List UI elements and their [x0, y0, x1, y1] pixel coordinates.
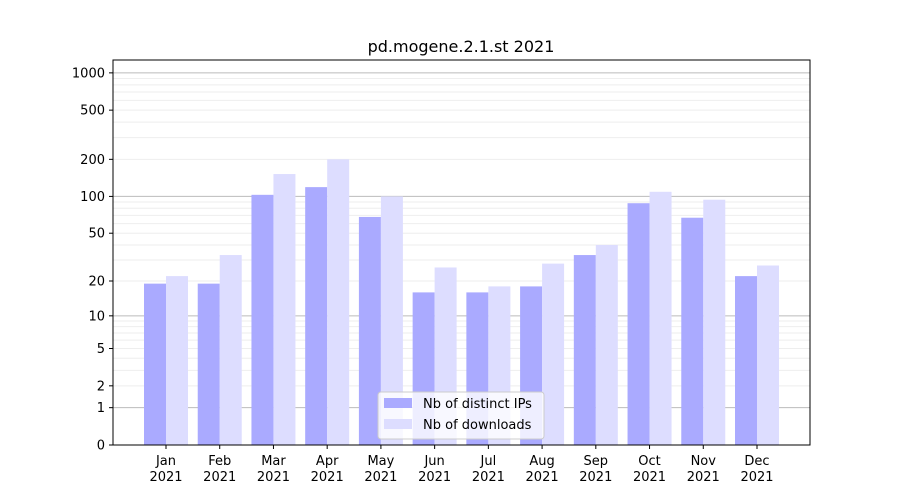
legend-swatch-downloads [384, 419, 412, 429]
bar-downloads [219, 255, 242, 445]
bar-downloads [757, 265, 779, 445]
bar-distinct-ips [197, 283, 220, 445]
x-tick-label: Aug 2021 [526, 454, 559, 485]
x-tick-label: Dec 2021 [740, 454, 773, 485]
x-tick-label: Jul 2021 [472, 454, 505, 485]
y-tick-label: 0 [97, 439, 105, 454]
bar-downloads [595, 244, 618, 445]
bar-downloads [380, 196, 403, 445]
y-tick-label: 1000 [72, 66, 105, 81]
x-tick-label: Jan 2021 [149, 454, 182, 485]
bar-distinct-ips [681, 217, 704, 445]
x-tick-label: May 2021 [364, 454, 397, 485]
bar-distinct-ips [358, 216, 381, 445]
bar-downloads [703, 199, 726, 445]
y-tick-label: 50 [88, 227, 105, 242]
x-tick-label: Feb 2021 [203, 454, 236, 485]
x-tick-label: Nov 2021 [687, 454, 720, 485]
bar-distinct-ips [627, 203, 650, 445]
bars [144, 159, 779, 446]
bar-downloads [649, 191, 672, 445]
bar-downloads [273, 174, 296, 445]
bar-distinct-ips [144, 283, 166, 445]
y-tick-label: 500 [80, 104, 105, 119]
y-tick-label: 100 [80, 190, 105, 205]
legend: Nb of distinct IPs Nb of downloads [377, 391, 545, 440]
x-tick-label: Apr 2021 [311, 454, 344, 485]
legend-swatch-ips [384, 398, 412, 408]
y-tick-label: 200 [80, 153, 105, 168]
bar-distinct-ips [573, 255, 596, 445]
bar-downloads [327, 159, 350, 446]
y-axis: 0 1 2 5 10 20 50 100 200 500 1000 [72, 66, 113, 454]
x-tick-label: Mar 2021 [257, 454, 290, 485]
plot-frame [112, 59, 811, 446]
y-tick-label: 10 [88, 309, 105, 324]
bar-distinct-ips [305, 187, 328, 445]
legend-label-downloads: Nb of downloads [423, 418, 532, 433]
legend-label-ips: Nb of distinct IPs [423, 397, 532, 412]
y-tick-label: 5 [97, 342, 105, 357]
y-tick-label: 1 [97, 401, 105, 416]
chart-title: pd.mogene.2.1.st 2021 [368, 37, 555, 56]
x-tick-label: Sep 2021 [579, 454, 612, 485]
y-tick-label: 20 [88, 275, 105, 290]
bar-distinct-ips [251, 194, 274, 445]
bar-distinct-ips [735, 276, 757, 445]
legend-box [377, 391, 545, 440]
x-tick-label: Jun 2021 [418, 454, 451, 485]
bar-downloads [166, 276, 188, 445]
x-tick-label: Oct 2021 [633, 454, 666, 485]
bar-downloads [542, 263, 565, 445]
x-axis: Jan 2021 Feb 2021 Mar 2021 Apr 2021 May 2021 Jun 20… [149, 445, 774, 485]
y-tick-label: 2 [97, 379, 105, 394]
